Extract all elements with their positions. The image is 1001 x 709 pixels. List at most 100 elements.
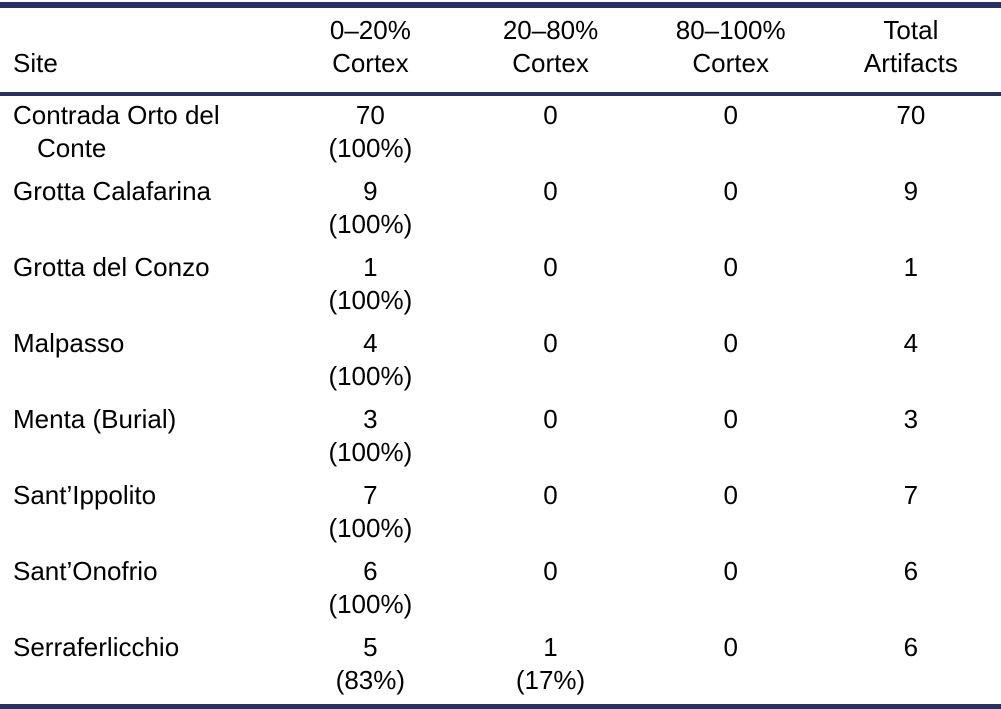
count-value: 0 <box>723 100 738 130</box>
header-line2: Artifacts <box>863 48 958 78</box>
column-header-20-80-cortex: 20–80% Cortex <box>460 5 641 96</box>
percent-value: (100%) <box>328 513 413 543</box>
count-value: 0 <box>723 632 738 662</box>
cortex-80-100-cell: 0 <box>641 94 821 172</box>
count-value: 0 <box>543 100 558 130</box>
table-row: Menta (Burial) 3 (100%) 0 0 3 <box>0 400 1001 476</box>
site-cell: Sant’Ippolito <box>13 480 157 510</box>
total-value: 6 <box>903 556 919 586</box>
total-value: 3 <box>903 404 919 434</box>
cortex-0-20-cell: 9 (100%) <box>280 172 460 248</box>
count-value: 7 <box>363 480 378 510</box>
table-header: Site 0–20% Cortex 20–80% Cortex 80–100% … <box>0 5 1001 96</box>
count-value: 0 <box>543 176 558 206</box>
percent-value: (100%) <box>328 361 413 391</box>
site-cell: Menta (Burial) <box>13 404 177 434</box>
percent-value <box>641 132 821 165</box>
cortex-20-80-cell: 0 <box>460 172 640 248</box>
header-line2: Cortex <box>512 48 589 78</box>
column-header-80-100-cortex: 80–100% Cortex <box>640 5 821 96</box>
percent-value <box>460 436 640 469</box>
site-cell: Grotta Calafarina <box>13 176 211 206</box>
percent-value: (100%) <box>328 285 413 315</box>
count-value: 0 <box>543 252 558 282</box>
count-value: 0 <box>723 404 738 434</box>
table-row: Sant’Onofrio 6 (100%) 0 0 6 <box>0 552 1001 628</box>
total-value: 70 <box>896 100 926 130</box>
total-cell: 70 <box>821 94 1001 172</box>
cortex-80-100-cell: 0 <box>641 248 821 324</box>
count-value: 0 <box>723 328 738 358</box>
cortex-80-100-cell: 0 <box>641 172 821 248</box>
percent-value <box>460 132 640 165</box>
cortex-0-20-cell: 7 (100%) <box>280 476 460 552</box>
cortex-0-20-cell: 4 (100%) <box>280 324 460 400</box>
total-value: 1 <box>903 252 919 282</box>
cortex-80-100-cell: 0 <box>641 552 821 628</box>
percent-value <box>641 436 821 469</box>
percent-value <box>641 512 821 545</box>
percent-value <box>460 284 640 317</box>
percent-value <box>460 360 640 393</box>
site-cell: Contrada Orto del Conte <box>13 100 220 163</box>
header-line1: Total <box>883 15 939 45</box>
count-value: 6 <box>363 556 378 586</box>
table-row: Grotta del Conzo 1 (100%) 0 0 1 <box>0 248 1001 324</box>
percent-value <box>641 664 821 697</box>
count-value: 9 <box>363 176 378 206</box>
total-cell: 4 <box>821 324 1001 400</box>
percent-value <box>460 512 640 545</box>
percent-value <box>641 360 821 393</box>
total-value: 4 <box>903 328 919 358</box>
percent-value <box>460 208 640 241</box>
header-line2: Cortex <box>332 48 409 78</box>
cortex-0-20-cell: 6 (100%) <box>280 552 460 628</box>
percent-value: (100%) <box>328 437 413 467</box>
count-value: 4 <box>363 328 378 358</box>
header-line1: 20–80% <box>502 15 599 45</box>
count-value: 0 <box>723 480 738 510</box>
table-row: Serraferlicchio 5 (83%) 1 (17%) 0 6 <box>0 628 1001 707</box>
percent-value <box>641 208 821 241</box>
table-body: Contrada Orto del Conte 70 (100%) 0 0 70 <box>0 94 1001 707</box>
count-value: 5 <box>363 632 378 662</box>
count-value: 70 <box>355 100 385 130</box>
count-value: 0 <box>723 176 738 206</box>
count-value: 1 <box>363 252 378 282</box>
cortex-0-20-cell: 70 (100%) <box>280 94 460 172</box>
cortex-20-80-cell: 0 <box>460 94 640 172</box>
header-line1: 80–100% <box>675 15 786 45</box>
table-row: Malpasso 4 (100%) 0 0 4 <box>0 324 1001 400</box>
total-cell: 1 <box>821 248 1001 324</box>
count-value: 0 <box>723 556 738 586</box>
cortex-20-80-cell: 1 (17%) <box>460 628 640 707</box>
percent-value <box>460 588 640 621</box>
percent-value: (100%) <box>328 209 413 239</box>
count-value: 3 <box>363 404 378 434</box>
column-header-0-20-cortex: 0–20% Cortex <box>280 5 461 96</box>
column-header-total-artifacts: Total Artifacts <box>820 5 1001 96</box>
cortex-20-80-cell: 0 <box>460 400 640 476</box>
count-value: 0 <box>723 252 738 282</box>
percent-value <box>641 588 821 621</box>
count-value: 0 <box>543 556 558 586</box>
count-value: 1 <box>543 632 558 662</box>
cortex-0-20-cell: 5 (83%) <box>280 628 460 707</box>
site-cell: Malpasso <box>13 328 125 358</box>
site-cell: Grotta del Conzo <box>13 252 210 282</box>
total-cell: 6 <box>821 552 1001 628</box>
cortex-80-100-cell: 0 <box>641 476 821 552</box>
cortex-80-100-cell: 0 <box>641 324 821 400</box>
cortex-20-80-cell: 0 <box>460 476 640 552</box>
cortex-80-100-cell: 0 <box>641 400 821 476</box>
count-value: 0 <box>543 328 558 358</box>
site-cell: Sant’Onofrio <box>13 556 158 586</box>
column-header-site: Site <box>0 5 281 96</box>
site-cell: Serraferlicchio <box>13 632 180 662</box>
total-value: 7 <box>903 480 919 510</box>
count-value: 0 <box>543 404 558 434</box>
cortex-0-20-cell: 3 (100%) <box>280 400 460 476</box>
cortex-80-100-cell: 0 <box>641 628 821 707</box>
